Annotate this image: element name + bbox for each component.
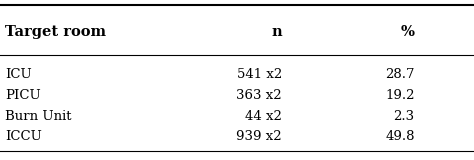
Text: PICU: PICU bbox=[5, 89, 40, 102]
Text: 19.2: 19.2 bbox=[385, 89, 415, 102]
Text: 44 x2: 44 x2 bbox=[245, 109, 282, 123]
Text: 541 x2: 541 x2 bbox=[237, 68, 282, 81]
Text: n: n bbox=[272, 25, 282, 39]
Text: 49.8: 49.8 bbox=[385, 130, 415, 143]
Text: 939 x2: 939 x2 bbox=[237, 130, 282, 143]
Text: ICCU: ICCU bbox=[5, 130, 42, 143]
Text: 2.3: 2.3 bbox=[393, 109, 415, 123]
Text: %: % bbox=[401, 25, 415, 39]
Text: ICU: ICU bbox=[5, 68, 31, 81]
Text: Target room: Target room bbox=[5, 25, 106, 39]
Text: 363 x2: 363 x2 bbox=[237, 89, 282, 102]
Text: 28.7: 28.7 bbox=[385, 68, 415, 81]
Text: Burn Unit: Burn Unit bbox=[5, 109, 71, 123]
